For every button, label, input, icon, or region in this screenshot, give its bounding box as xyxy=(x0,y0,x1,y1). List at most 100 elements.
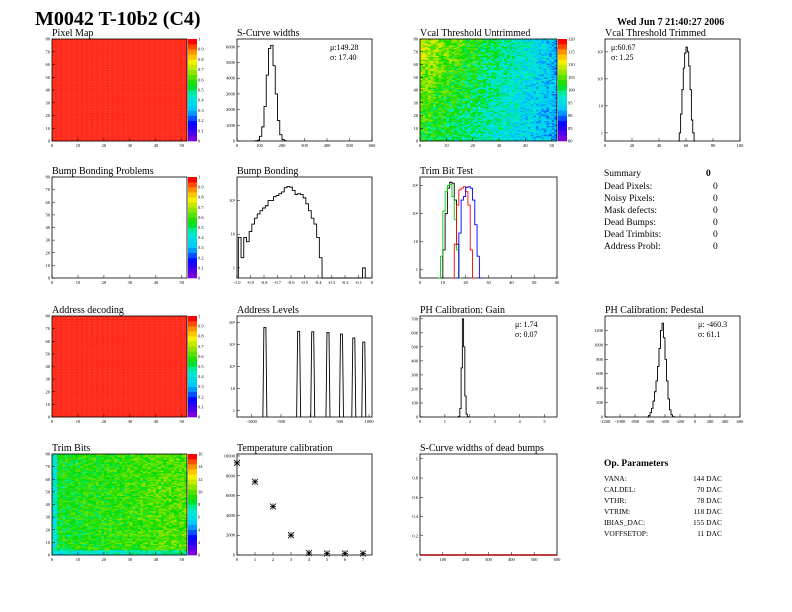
x-tick-label: 50 xyxy=(180,280,185,285)
y-tick-label: 30 xyxy=(46,515,51,520)
y-tick-label: 1 xyxy=(416,456,418,461)
y-tick-label: 1 xyxy=(601,130,603,135)
y-tick-label: 500 xyxy=(411,344,419,349)
y-tick-label: 40 xyxy=(46,502,51,507)
x-tick-label: 0 xyxy=(419,557,422,562)
y-tick-label: 600 xyxy=(411,330,419,335)
x-tick-label: 2 xyxy=(469,419,471,424)
z-tick-label: 0.6 xyxy=(198,77,204,82)
stat-label: σ: 1.25 xyxy=(611,53,634,62)
scatter-point xyxy=(323,550,331,557)
plot-ph-calibration-gain: PH Calibration: Gain 0 1 2 3 4 5 0 100 200 300 400 5… xyxy=(411,305,558,424)
summary-row-value: 0 xyxy=(713,182,718,192)
z-tick-label: 0.4 xyxy=(198,374,204,379)
summary-row-label: Dead Trimbits: xyxy=(604,230,661,240)
y-tick-label: 60 xyxy=(414,62,419,67)
y-tick-label: 400 xyxy=(411,358,419,363)
y-tick-label: 700 xyxy=(411,316,419,321)
y-tick-label: 10 xyxy=(46,126,51,131)
z-tick-label: 0.3 xyxy=(198,245,204,250)
color-palette xyxy=(188,316,197,418)
z-tick-label: 0.8 xyxy=(198,334,204,339)
summary-row-value: 0 xyxy=(713,242,718,252)
z-tick-label: 100 xyxy=(568,88,576,93)
plot-title: Vcal Threshold Untrimmed xyxy=(420,28,530,39)
x-tick-label: 5 xyxy=(326,557,329,562)
y-tick-label: 80 xyxy=(46,175,51,180)
plot-title: Trim Bits xyxy=(52,443,90,454)
z-tick-label: 1 xyxy=(198,314,200,319)
z-tick-label: 0.1 xyxy=(198,128,204,133)
y-tick-label: 0.2 xyxy=(412,533,418,538)
address-level-peak xyxy=(296,330,302,418)
y-tick-label: 800 xyxy=(596,357,604,362)
x-tick-label: 30 xyxy=(128,419,133,424)
y-tick-label: 10³ xyxy=(597,49,604,54)
y-tick-label: 70 xyxy=(46,326,51,331)
histogram-series-2 xyxy=(451,186,475,279)
y-tick-label: 1 xyxy=(233,265,235,270)
plot-vcal-threshold-trimmed: Vcal Threshold Trimmed 0 20 40 60 80 100 1 10 10²… xyxy=(597,28,744,148)
y-tick-label: 10 xyxy=(46,263,51,268)
y-tick-label: 0.8 xyxy=(412,476,418,481)
plot-title: Bump Bonding Problems xyxy=(52,166,154,177)
y-tick-label: 50 xyxy=(46,212,51,217)
x-tick-label: -600 xyxy=(646,419,655,424)
x-tick-label: 400 xyxy=(324,143,332,148)
x-tick-label: 6 xyxy=(344,557,347,562)
op-parameters-title: Op. Parameters xyxy=(604,459,669,469)
histogram-series-0 xyxy=(647,322,676,418)
op-parameter-label: VTRIM: xyxy=(604,507,630,516)
y-tick-label: 80 xyxy=(46,37,51,42)
plot-title: Trim Bit Test xyxy=(420,166,473,177)
x-tick-label: 40 xyxy=(657,143,662,148)
y-tick-label: 1200 xyxy=(594,328,604,333)
y-tick-label: 10 xyxy=(599,103,604,108)
op-parameter-value: 118 DAC xyxy=(693,507,722,516)
y-tick-label: 0 xyxy=(416,415,419,420)
z-tick-label: 0.8 xyxy=(198,195,204,200)
histogram-series-0 xyxy=(677,46,696,142)
x-tick-label: 20 xyxy=(630,143,635,148)
x-tick-label: -800 xyxy=(631,419,640,424)
heatmap-cells xyxy=(52,316,188,418)
z-tick-label: 0.5 xyxy=(198,364,204,369)
y-tick-label: 40 xyxy=(46,225,51,230)
y-tick-label: 10² xyxy=(597,76,604,81)
y-tick-label: 1000 xyxy=(594,342,604,347)
y-tick-label: 60 xyxy=(46,200,51,205)
op-parameter-label: CALDEL: xyxy=(604,485,636,494)
y-tick-label: 10000 xyxy=(224,453,236,458)
heatmap-cells xyxy=(420,39,558,142)
x-tick-label: 3 xyxy=(494,419,497,424)
plot-title: Address Levels xyxy=(237,305,299,316)
y-tick-label: 20 xyxy=(46,389,51,394)
x-tick-label: -500 xyxy=(277,419,286,424)
x-tick-label: 0 xyxy=(51,557,54,562)
summary-title: Summary xyxy=(604,169,641,179)
op-parameter-value: 144 DAC xyxy=(693,474,722,483)
z-tick-label: 0.1 xyxy=(198,265,204,270)
z-tick-label: 90 xyxy=(568,113,573,118)
x-tick-label: 40 xyxy=(154,143,159,148)
x-tick-label: 30 xyxy=(128,280,133,285)
x-tick-label: 100 xyxy=(256,143,264,148)
plot-temperature-calibration: Temperature calibration 0 1 2 3 4 5 6 7 0 2000 4000… xyxy=(224,443,373,562)
z-tick-label: 115 xyxy=(568,49,575,54)
stat-label: σ: 61.1 xyxy=(698,330,721,339)
x-tick-label: 50 xyxy=(180,557,185,562)
y-tick-label: 10 xyxy=(46,540,51,545)
x-tick-label: 20 xyxy=(102,143,107,148)
plot-bump-bonding: Bump Bonding -1.0 -0.9 -0.8 -0.7 -0.6 -0.5 -0.4… xyxy=(229,166,374,285)
x-tick-label: 200 xyxy=(462,557,470,562)
z-tick-label: 0.6 xyxy=(198,354,204,359)
plot-address-decoding: Address decoding 0 0.1 0.2 0.3 0.4 0.5 0.6 0.7 0.… xyxy=(46,305,205,424)
x-tick-label: 400 xyxy=(508,557,516,562)
y-tick-label: 200 xyxy=(596,400,604,405)
op-parameter-label: VTHR: xyxy=(604,496,627,505)
op-parameter-label: IBIAS_DAC: xyxy=(604,518,645,527)
x-tick-label: 0 xyxy=(236,143,239,148)
plot-address-levels: Address Levels -1000 -500 0 500 1000 1 10 10² 10³… xyxy=(229,305,374,424)
y-tick-label: 20 xyxy=(46,527,51,532)
